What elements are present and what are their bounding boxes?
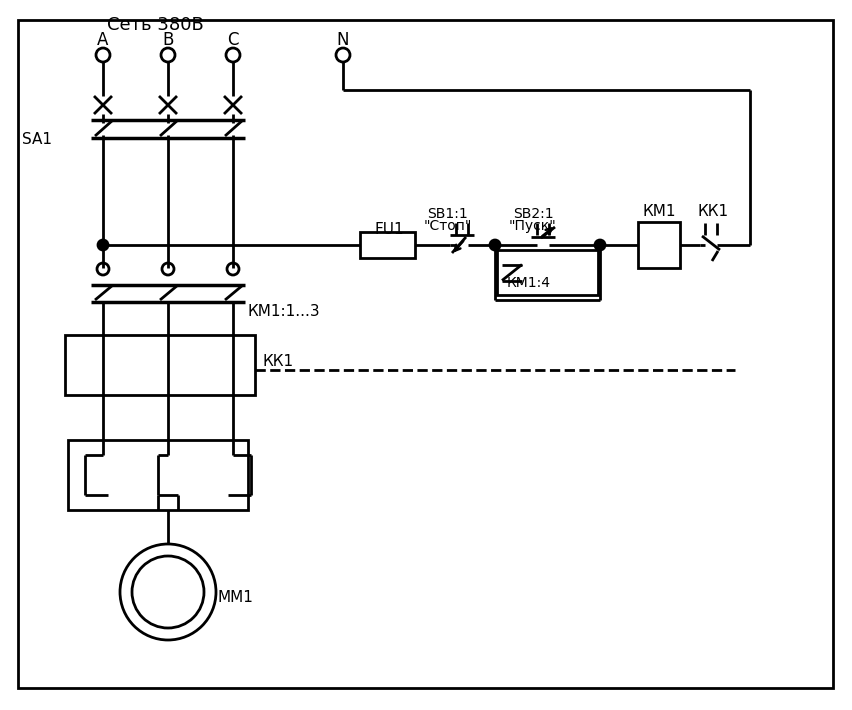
Bar [360,232,415,258]
Text: SB1:1: SB1:1 [427,207,468,221]
Circle shape [227,263,239,275]
Text: FU1: FU1 [375,222,404,238]
Circle shape [98,240,108,250]
Bar [65,335,255,395]
Circle shape [489,240,499,250]
Circle shape [97,263,109,275]
Text: SA1: SA1 [22,133,52,148]
Text: "Стоп": "Стоп" [423,219,472,233]
Circle shape [595,240,604,250]
Text: A: A [97,31,108,49]
Text: КМ1:1...3: КМ1:1...3 [248,305,320,320]
Text: Сеть 380В: Сеть 380В [106,16,203,34]
Text: B: B [162,31,174,49]
Text: КК1: КК1 [262,354,294,369]
Bar [68,440,248,510]
Text: КМ1:4: КМ1:4 [506,276,550,290]
Circle shape [162,263,174,275]
Text: КК1: КК1 [697,204,728,219]
Text: КМ1: КМ1 [642,204,676,219]
Text: ММ1: ММ1 [218,591,254,606]
Circle shape [96,48,110,62]
Circle shape [120,544,216,640]
Circle shape [161,48,175,62]
Circle shape [226,48,239,62]
Text: SB2:1: SB2:1 [512,207,553,221]
Circle shape [132,556,204,628]
Circle shape [336,48,349,62]
Text: "Пуск": "Пуск" [509,219,556,233]
Bar [497,250,597,295]
Text: N: N [337,31,348,49]
Bar [637,222,679,268]
Text: C: C [227,31,239,49]
